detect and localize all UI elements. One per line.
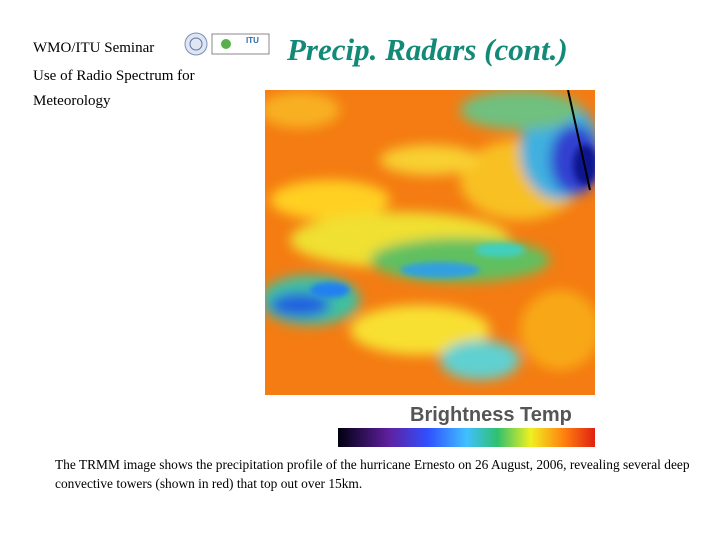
itu-logo-text: ITU <box>246 36 259 45</box>
wmo-logo-ring <box>189 37 203 51</box>
caption: The TRMM image shows the precipitation p… <box>55 457 690 491</box>
itu-logo-mark <box>221 39 231 49</box>
itu-logo <box>211 33 270 55</box>
wmo-logo <box>184 32 208 56</box>
logos: ITU <box>184 32 270 56</box>
seminar-name: WMO/ITU Seminar <box>33 40 155 56</box>
slide-title: Precip. Radars (cont.) <box>287 32 568 67</box>
image-label: Brightness Temp <box>410 404 572 426</box>
satellite-image <box>265 90 595 395</box>
color-bar <box>338 428 595 447</box>
seminar-subtitle: Use of Radio Spectrum for Meteorology <box>33 68 195 109</box>
